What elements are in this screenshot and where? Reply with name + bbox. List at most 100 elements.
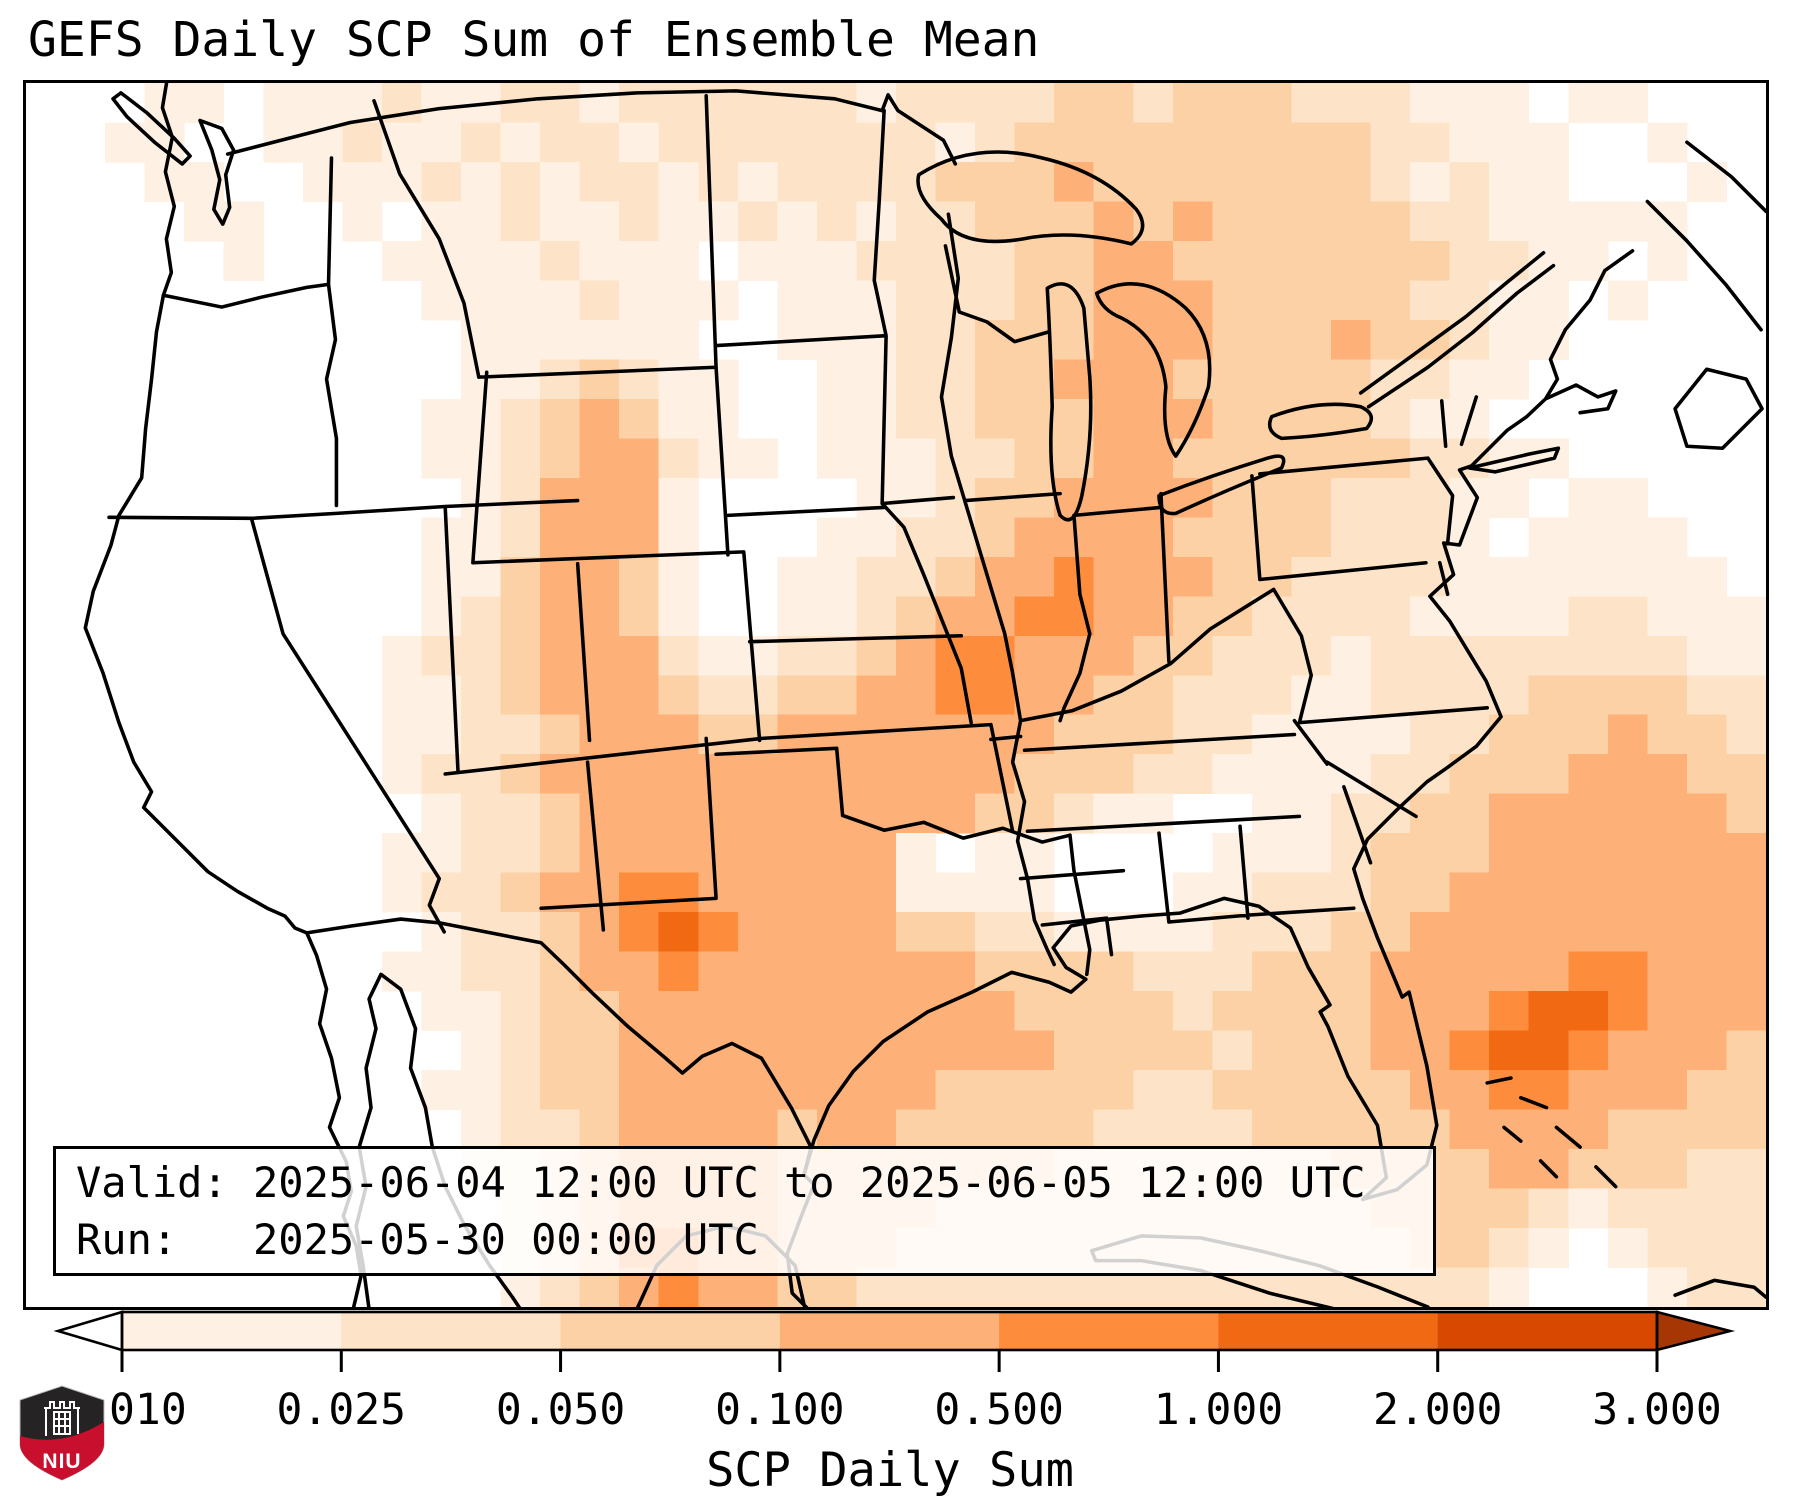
heatmap-cell (1133, 1070, 1174, 1111)
heatmap-cell (263, 83, 304, 123)
heatmap-cell (816, 872, 857, 913)
heatmap-cell (421, 833, 462, 874)
heatmap-cell (698, 714, 739, 755)
heatmap-cell (1647, 122, 1688, 163)
heatmap-cell (698, 122, 739, 163)
heatmap-cell (500, 912, 541, 953)
heatmap-cell (896, 280, 937, 321)
heatmap-cell (500, 793, 541, 834)
heatmap-cell (619, 596, 660, 637)
heatmap-cell (500, 754, 541, 795)
heatmap-cell (698, 161, 739, 202)
heatmap-cell (1489, 83, 1530, 123)
heatmap-cell (1410, 122, 1451, 163)
heatmap-cell (619, 833, 660, 874)
heatmap-cell (1647, 517, 1688, 558)
pacific-coastline (83, 83, 363, 1307)
heatmap-cell (1647, 1228, 1688, 1269)
heatmap-cell (975, 359, 1016, 400)
heatmap-cell (1647, 1267, 1688, 1307)
heatmap-cell (461, 359, 502, 400)
colorbar-tick-label: 2.000 (1373, 1385, 1502, 1435)
heatmap-cell (1410, 1030, 1451, 1071)
heatmap-cell (540, 1070, 581, 1111)
heatmap-cell (1449, 201, 1490, 242)
heatmap-cell (500, 675, 541, 716)
heatmap-cell (1133, 754, 1174, 795)
heatmap-cell (658, 240, 699, 281)
heatmap-cell (540, 122, 581, 163)
heatmap-cell (1251, 83, 1292, 123)
heatmap-cell (1410, 714, 1451, 755)
heatmap-cell (1726, 754, 1766, 795)
heatmap-cell (935, 793, 976, 834)
heatmap-cell (1054, 1030, 1095, 1071)
heatmap-cell (935, 754, 976, 795)
colorbar-tick-label: 1.000 (1154, 1385, 1283, 1435)
heatmap-cell (1014, 1030, 1055, 1071)
great-lakes (916, 150, 1374, 522)
heatmap-cell (975, 201, 1016, 242)
heatmap-cell (619, 556, 660, 597)
heatmap-cell (1607, 912, 1648, 953)
heatmap-cell (1607, 793, 1648, 834)
heatmap-cell (1133, 240, 1174, 281)
heatmap-cell (579, 556, 620, 597)
heatmap-cell (856, 991, 897, 1032)
heatmap-cell (1726, 1149, 1766, 1190)
heatmap-cell (856, 1109, 897, 1150)
heatmap-cell (1726, 951, 1766, 992)
heatmap-cell (816, 438, 857, 479)
heatmap-cell (1014, 556, 1055, 597)
heatmap-cell (381, 635, 422, 676)
heatmap-cell (1726, 793, 1766, 834)
heatmap-cell (1410, 596, 1451, 637)
heatmap-cell (777, 793, 818, 834)
colorbar-over-arrow (1655, 1310, 1736, 1352)
heatmap-cell (579, 833, 620, 874)
heatmap-cell (579, 793, 620, 834)
heatmap-cell (1489, 359, 1530, 400)
heatmap-cell (619, 951, 660, 992)
heatmap-cell (1410, 280, 1451, 321)
heatmap-cell (1726, 1188, 1766, 1229)
heatmap-cell (856, 556, 897, 597)
heatmap-cell (777, 675, 818, 716)
heatmap-cell (1568, 714, 1609, 755)
colorbar-axis-label: SCP Daily Sum (706, 1443, 1074, 1498)
heatmap-cell (461, 675, 502, 716)
heatmap-cell (184, 201, 225, 242)
heatmap-cell (619, 438, 660, 479)
heatmap-cell (737, 240, 778, 281)
heatmap-cell (1489, 240, 1530, 281)
heatmap-cell (896, 83, 937, 123)
heatmap-cell (461, 635, 502, 676)
heatmap-cell (421, 83, 462, 123)
heatmap-cell (1291, 201, 1332, 242)
heatmap-cell (1014, 1070, 1055, 1111)
heatmap-cell (1647, 1149, 1688, 1190)
heatmap-cell (1093, 991, 1134, 1032)
heatmap-cell (1133, 991, 1174, 1032)
heatmap-cell (1726, 1030, 1766, 1071)
heatmap-cell (1607, 477, 1648, 518)
heatmap-cell (737, 991, 778, 1032)
heatmap-cell (1449, 1109, 1490, 1150)
heatmap-cell (1410, 201, 1451, 242)
heatmap-cell (421, 438, 462, 479)
heatmap-cell (540, 793, 581, 834)
heatmap-cell (1291, 1030, 1332, 1071)
heatmap-cell (1331, 201, 1372, 242)
heatmap-cell (1410, 912, 1451, 953)
heatmap-cell (579, 319, 620, 360)
heatmap-cell (658, 951, 699, 992)
heatmap-cell (816, 951, 857, 992)
heatmap-cell (1489, 596, 1530, 637)
heatmap-cell (1212, 359, 1253, 400)
heatmap-cell (1686, 675, 1727, 716)
heatmap-cell (896, 635, 937, 676)
heatmap-cell (381, 951, 422, 992)
heatmap-cell (619, 122, 660, 163)
heatmap-cell (1251, 359, 1292, 400)
heatmap-cell (1291, 83, 1332, 123)
